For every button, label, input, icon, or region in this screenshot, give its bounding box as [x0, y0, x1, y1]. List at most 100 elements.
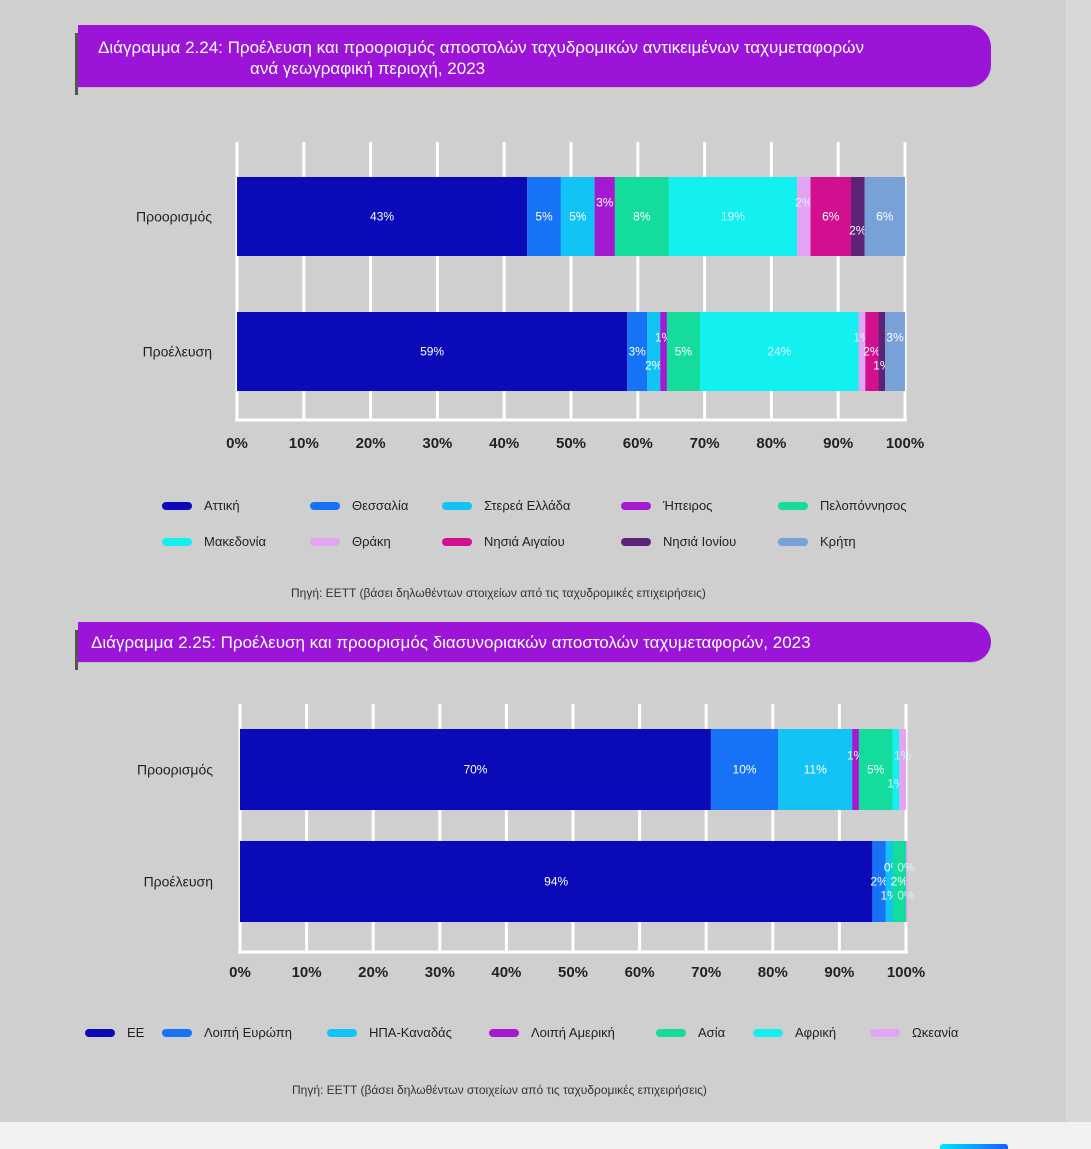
bar-segment	[899, 729, 906, 810]
data-label: 24%	[767, 345, 791, 359]
bar-segment	[668, 177, 798, 256]
legend-item: Λοιπή Ευρώπη	[162, 1025, 292, 1040]
legend-label: Στερεά Ελλάδα	[484, 498, 571, 513]
data-label: 3%	[886, 331, 904, 345]
page-accent-bar	[940, 1144, 1008, 1149]
category-label: Προορισμός	[137, 762, 213, 778]
bar-segment	[710, 729, 779, 810]
bar-segment	[797, 177, 811, 256]
chart1-source: Πηγή: ΕΕΤΤ (βάσει δηλωθέντων στοιχείων α…	[291, 586, 706, 600]
legend-label: Μακεδονία	[204, 534, 267, 549]
data-label: 2%	[870, 875, 888, 889]
legend-swatch	[621, 501, 651, 510]
legend-item: Αφρική	[753, 1025, 836, 1040]
legend-swatch	[753, 1028, 783, 1037]
legend-item: Ωκεανία	[870, 1025, 958, 1040]
category-label: Προέλευση	[143, 344, 212, 360]
data-label: 11%	[804, 763, 827, 777]
bar-segment	[851, 177, 865, 256]
bar-segment	[858, 312, 866, 391]
category-label: Προέλευση	[144, 874, 213, 890]
data-label: 10%	[733, 763, 757, 777]
banner-tick	[75, 33, 78, 95]
legend-swatch	[621, 537, 651, 546]
bar-segment	[852, 729, 859, 810]
legend-item: Θράκη	[310, 534, 391, 549]
x-tick-label: 20%	[358, 964, 388, 981]
x-tick-label: 10%	[289, 435, 319, 452]
legend-item: Ασία	[656, 1025, 725, 1040]
data-label: 70%	[463, 763, 487, 777]
legend-item: Αττική	[162, 498, 240, 513]
data-label: 8%	[633, 210, 651, 224]
legend-item: Θεσσαλία	[310, 498, 408, 513]
x-tick-label: 50%	[556, 435, 586, 452]
data-label: 3%	[596, 196, 614, 210]
legend-item: Κρήτη	[778, 534, 856, 549]
legend-swatch	[162, 501, 192, 510]
x-tick-label: 20%	[356, 435, 386, 452]
legend-label: Ήπειρος	[663, 498, 713, 513]
chart2-plot: 0% 10% 20% 30% 40% 50% 60% 70% 80% 90% 100% 70% 10% 1…	[137, 704, 925, 981]
bar-segment	[240, 729, 711, 810]
data-label: 94%	[544, 875, 568, 889]
x-tick-label: 100%	[886, 435, 924, 452]
chart2-source: Πηγή: ΕΕΤΤ (βάσει δηλωθέντων στοιχείων α…	[292, 1083, 707, 1097]
legend-swatch	[310, 501, 340, 510]
legend-label: Πελοπόννησος	[820, 498, 907, 513]
x-tick-label: 80%	[756, 435, 786, 452]
legend-item: Νησιά Ιονίου	[621, 534, 736, 549]
legend-swatch	[310, 537, 340, 546]
data-label: 0%	[897, 861, 915, 875]
bar-segment	[864, 177, 905, 256]
legend-label: Αφρική	[795, 1025, 837, 1040]
legend-label: Νησιά Αιγαίου	[484, 534, 565, 549]
bar-segment	[666, 312, 700, 391]
bar-segment	[778, 729, 853, 810]
banner-tick	[75, 630, 78, 670]
legend-swatch	[442, 537, 472, 546]
legend-item: Μακεδονία	[162, 534, 266, 549]
x-tick-label: 60%	[623, 435, 653, 452]
data-label: 2%	[645, 359, 663, 373]
page-edge-shade	[1066, 0, 1091, 1149]
legend-item: Πελοπόννησος	[778, 498, 906, 513]
data-label: 5%	[867, 763, 885, 777]
legend-label: Θράκη	[352, 534, 391, 549]
x-tick-label: 70%	[691, 964, 721, 981]
legend-label: Λοιπή Αμερική	[531, 1025, 615, 1040]
legend-item: Στερεά Ελλάδα	[442, 498, 570, 513]
bar-segment	[892, 729, 900, 810]
bar-segment	[906, 841, 908, 922]
x-tick-label: 0%	[229, 964, 251, 981]
legend-label: Νησιά Ιονίου	[663, 534, 737, 549]
category-label: Προορισμός	[136, 209, 212, 225]
legend-label: Ασία	[698, 1025, 726, 1040]
x-tick-label: 40%	[489, 435, 519, 452]
data-label: 2%	[891, 875, 909, 889]
data-label: 2%	[849, 224, 867, 238]
legend-swatch	[489, 1028, 519, 1037]
data-label: 19%	[721, 210, 745, 224]
x-tick-label: 10%	[292, 964, 322, 981]
x-tick-label: 90%	[823, 435, 853, 452]
bar-segment	[594, 177, 615, 256]
chart2-title-banner: Διάγραμμα 2.25: Προέλευση και προορισμός…	[75, 622, 991, 670]
data-label: 3%	[628, 345, 646, 359]
legend-label: Λοιπή Ευρώπη	[204, 1025, 292, 1040]
x-tick-label: 70%	[690, 435, 720, 452]
x-tick-label: 80%	[758, 964, 788, 981]
legend-label: Αττική	[204, 498, 240, 513]
legend-swatch	[442, 501, 472, 510]
bar-segment	[858, 729, 893, 810]
bar-segment	[660, 312, 667, 391]
chart1-title-line2: ανά γεωγραφική περιοχή, 2023	[250, 59, 486, 78]
legend-swatch	[85, 1028, 115, 1037]
data-label: 2%	[795, 196, 813, 210]
data-label: 5%	[675, 345, 693, 359]
bar-segment	[885, 312, 905, 391]
x-tick-label: 90%	[824, 964, 854, 981]
legend-swatch	[162, 1028, 192, 1037]
page-bottom-strip	[0, 1122, 1091, 1149]
data-label: 2%	[863, 345, 881, 359]
